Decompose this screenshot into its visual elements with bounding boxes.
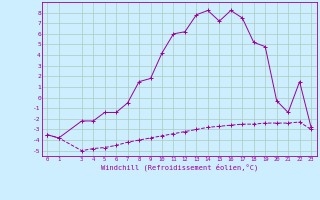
X-axis label: Windchill (Refroidissement éolien,°C): Windchill (Refroidissement éolien,°C) [100,163,258,171]
